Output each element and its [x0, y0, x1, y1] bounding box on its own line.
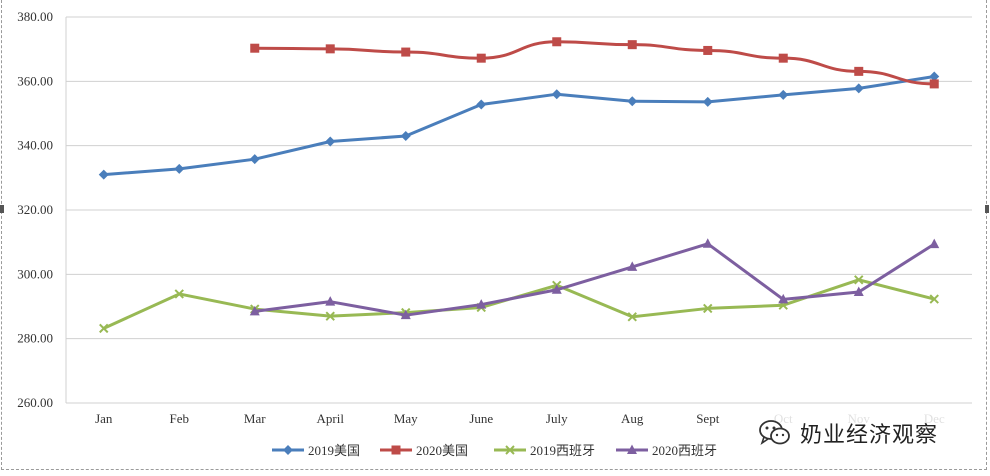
- y-tick-label: 300.00: [17, 266, 53, 281]
- data-point: [627, 40, 637, 50]
- data-point: [391, 445, 401, 455]
- series-2020美国: [250, 37, 939, 89]
- x-tick-label: April: [317, 411, 345, 426]
- data-point: [476, 299, 487, 309]
- y-tick-label: 340.00: [17, 138, 53, 153]
- data-point: [99, 323, 109, 334]
- y-tick-label: 380.00: [17, 9, 53, 24]
- data-point: [778, 89, 789, 100]
- data-point: [325, 44, 335, 54]
- data-point: [249, 154, 260, 165]
- data-point: [853, 83, 864, 94]
- x-tick-label: Feb: [170, 411, 190, 426]
- data-point: [401, 47, 411, 57]
- legend-item: 2020美国: [380, 443, 468, 458]
- data-point: [778, 53, 788, 63]
- series-line: [103, 75, 935, 177]
- data-point: [250, 43, 260, 53]
- legend-item: 2020西班牙: [616, 443, 717, 458]
- data-point: [702, 238, 713, 248]
- data-point: [702, 96, 713, 107]
- series-line: [103, 278, 935, 330]
- x-tick-label: Aug: [621, 411, 644, 426]
- data-point: [853, 286, 864, 297]
- data-point: [249, 305, 260, 316]
- y-axis: 260.00 280.00 300.00 320.00 340.00 360.00 380.…: [17, 9, 67, 410]
- y-tick-label: 320.00: [17, 202, 53, 217]
- data-point: [400, 131, 411, 142]
- legend-label: 2019美国: [308, 443, 360, 458]
- data-point: [929, 238, 940, 249]
- data-point: [627, 96, 638, 107]
- data-point: [98, 169, 109, 180]
- data-point: [627, 312, 637, 322]
- series-2019西班牙: [99, 275, 939, 334]
- resize-handle-right[interactable]: [985, 205, 989, 213]
- series-lines: [98, 37, 940, 334]
- series-line: [254, 242, 936, 317]
- data-point: [703, 303, 713, 314]
- legend: 2019美国 2020美国 2019西班牙 2020西班牙: [272, 443, 717, 458]
- series-2020西班牙: [249, 238, 940, 320]
- data-point: [703, 45, 713, 55]
- data-point: [174, 289, 184, 299]
- y-tick-label: 360.00: [17, 73, 53, 88]
- x-tick-label: Jan: [95, 411, 113, 426]
- x-tick-label: Sept: [696, 411, 720, 426]
- x-tick-label: Mar: [244, 411, 266, 426]
- x-tick-label: May: [394, 411, 418, 426]
- legend-item: 2019西班牙: [494, 443, 595, 458]
- data-point: [627, 444, 637, 454]
- data-point: [174, 163, 185, 174]
- data-point: [476, 99, 487, 110]
- data-point: [505, 445, 515, 455]
- legend-label: 2020西班牙: [652, 443, 717, 458]
- data-point: [778, 293, 789, 304]
- data-point: [325, 136, 336, 147]
- watermark: 奶业经济观察: [758, 410, 980, 456]
- data-point: [283, 445, 293, 455]
- series-2019美国: [98, 71, 940, 180]
- data-point: [929, 294, 939, 304]
- legend-label: 2019西班牙: [530, 443, 595, 458]
- x-tick-label: June: [469, 411, 493, 426]
- data-point: [551, 284, 562, 294]
- y-tick-label: 260.00: [17, 395, 53, 410]
- data-point: [325, 311, 335, 321]
- data-point: [854, 66, 864, 76]
- wechat-icon: [759, 420, 790, 445]
- watermark-text: 奶业经济观察: [800, 423, 939, 448]
- data-point: [551, 89, 562, 100]
- data-point: [476, 53, 486, 63]
- data-point: [552, 37, 562, 47]
- data-point: [929, 79, 939, 89]
- data-point: [929, 71, 940, 82]
- y-tick-label: 280.00: [17, 331, 53, 346]
- legend-item: 2019美国: [272, 443, 360, 458]
- data-point: [627, 261, 638, 271]
- legend-label: 2020美国: [416, 443, 468, 458]
- data-point: [325, 296, 336, 306]
- data-point: [400, 309, 411, 320]
- resize-handle-left[interactable]: [0, 205, 4, 213]
- gridlines: [66, 16, 972, 404]
- data-point: [854, 275, 864, 285]
- x-tick-label: July: [546, 411, 568, 426]
- series-line: [254, 40, 935, 86]
